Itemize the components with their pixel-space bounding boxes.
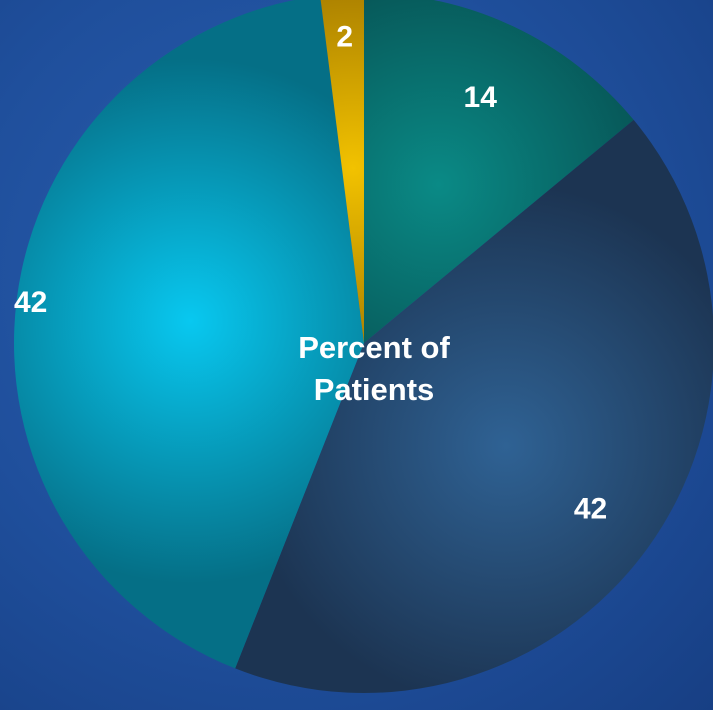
chart-title-line-1: Percent of [298, 330, 450, 365]
pie-slice [14, 0, 364, 669]
slices-group [14, 0, 713, 693]
pie-slice [235, 119, 713, 693]
pie-slice [320, 0, 364, 343]
chart-title-line-2: Patients [314, 372, 435, 407]
slice-data-label: 42 [574, 493, 607, 526]
slice-data-label: 14 [464, 81, 498, 114]
slice-data-label: 42 [14, 286, 47, 319]
slice-data-label: 2 [336, 21, 353, 54]
chart-center-title: Percent of Patients [298, 330, 450, 407]
labels-group: 14 42 42 2 [14, 21, 607, 526]
pie-slice [364, 0, 634, 343]
